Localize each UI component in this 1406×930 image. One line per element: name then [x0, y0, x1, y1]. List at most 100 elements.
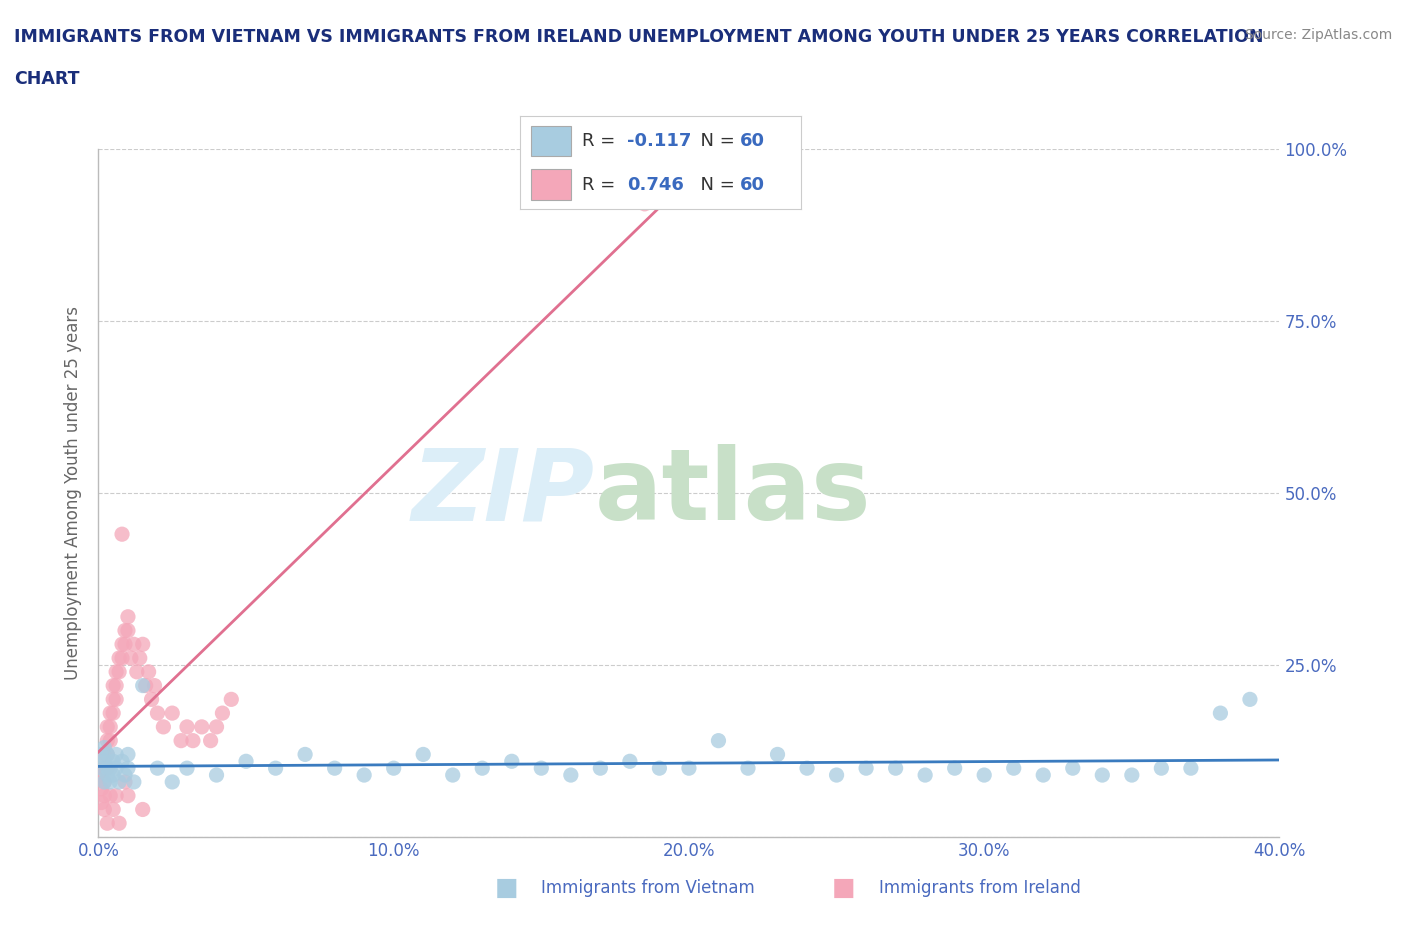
Point	[114, 767, 136, 782]
Point	[943, 761, 966, 776]
Point	[412, 747, 434, 762]
Point	[1091, 767, 1114, 782]
Point	[1062, 761, 1084, 776]
Point	[93, 775, 115, 790]
Point	[648, 761, 671, 776]
Point	[90, 795, 112, 810]
Point	[146, 761, 169, 776]
Point	[105, 664, 128, 679]
FancyBboxPatch shape	[531, 169, 571, 200]
FancyBboxPatch shape	[531, 126, 571, 156]
Y-axis label: Unemployment Among Youth under 25 years: Unemployment Among Youth under 25 years	[65, 306, 83, 680]
Point	[114, 775, 136, 790]
Point	[1180, 761, 1202, 776]
Point	[120, 651, 142, 666]
Point	[111, 651, 134, 666]
Point	[105, 761, 128, 776]
Point	[138, 664, 160, 679]
Point	[122, 775, 145, 790]
Text: N =: N =	[689, 132, 741, 150]
Point	[294, 747, 316, 762]
Point	[117, 747, 139, 762]
Point	[211, 706, 233, 721]
Point	[471, 761, 494, 776]
Point	[103, 767, 125, 782]
Text: CHART: CHART	[14, 70, 80, 87]
Text: atlas: atlas	[595, 445, 872, 541]
Point	[1150, 761, 1173, 776]
Point	[98, 733, 121, 748]
Point	[264, 761, 287, 776]
Point	[441, 767, 464, 782]
Point	[141, 692, 163, 707]
Text: ZIP: ZIP	[412, 445, 595, 541]
Point	[98, 720, 121, 735]
Point	[96, 747, 118, 762]
Point	[108, 651, 131, 666]
Point	[103, 692, 125, 707]
Point	[111, 637, 134, 652]
Text: IMMIGRANTS FROM VIETNAM VS IMMIGRANTS FROM IRELAND UNEMPLOYMENT AMONG YOUTH UNDE: IMMIGRANTS FROM VIETNAM VS IMMIGRANTS FR…	[14, 28, 1264, 46]
Point	[152, 720, 174, 735]
Text: R =: R =	[582, 176, 621, 193]
Point	[605, 169, 627, 184]
Point	[1239, 692, 1261, 707]
Point	[96, 767, 118, 782]
Point	[855, 761, 877, 776]
Text: ■: ■	[832, 876, 855, 900]
Point	[796, 761, 818, 776]
Point	[105, 789, 128, 804]
Point	[132, 678, 155, 693]
Point	[170, 733, 193, 748]
Point	[530, 761, 553, 776]
Point	[176, 720, 198, 735]
Text: Source: ZipAtlas.com: Source: ZipAtlas.com	[1244, 28, 1392, 42]
Text: 0.746: 0.746	[627, 176, 683, 193]
Point	[108, 775, 131, 790]
Point	[382, 761, 405, 776]
Point	[96, 733, 118, 748]
Point	[353, 767, 375, 782]
Point	[1209, 706, 1232, 721]
Point	[114, 623, 136, 638]
Point	[973, 767, 995, 782]
Text: Immigrants from Ireland: Immigrants from Ireland	[879, 879, 1081, 897]
Point	[162, 775, 183, 790]
Point	[143, 678, 166, 693]
Point	[884, 761, 907, 776]
Point	[93, 747, 115, 762]
Point	[98, 706, 121, 721]
Point	[162, 706, 183, 721]
Point	[105, 747, 128, 762]
Point	[98, 789, 121, 804]
Point	[135, 678, 157, 693]
Point	[122, 637, 145, 652]
Point	[678, 761, 700, 776]
Point	[633, 196, 655, 211]
Point	[93, 754, 115, 769]
Point	[176, 761, 198, 776]
Point	[117, 609, 139, 624]
Point	[132, 637, 155, 652]
Point	[114, 637, 136, 652]
Point	[914, 767, 936, 782]
Point	[146, 706, 169, 721]
Point	[108, 664, 131, 679]
Text: 60: 60	[740, 176, 765, 193]
Point	[93, 740, 115, 755]
Point	[96, 761, 118, 776]
Text: 60: 60	[740, 132, 765, 150]
Point	[128, 651, 150, 666]
Point	[103, 802, 125, 817]
Point	[90, 761, 112, 776]
Point	[105, 692, 128, 707]
Point	[98, 775, 121, 790]
Point	[93, 789, 115, 804]
Text: Immigrants from Vietnam: Immigrants from Vietnam	[541, 879, 755, 897]
Point	[90, 781, 112, 796]
Point	[108, 816, 131, 830]
Text: R =: R =	[582, 132, 621, 150]
Point	[105, 678, 128, 693]
Point	[96, 761, 118, 776]
Point	[707, 733, 730, 748]
